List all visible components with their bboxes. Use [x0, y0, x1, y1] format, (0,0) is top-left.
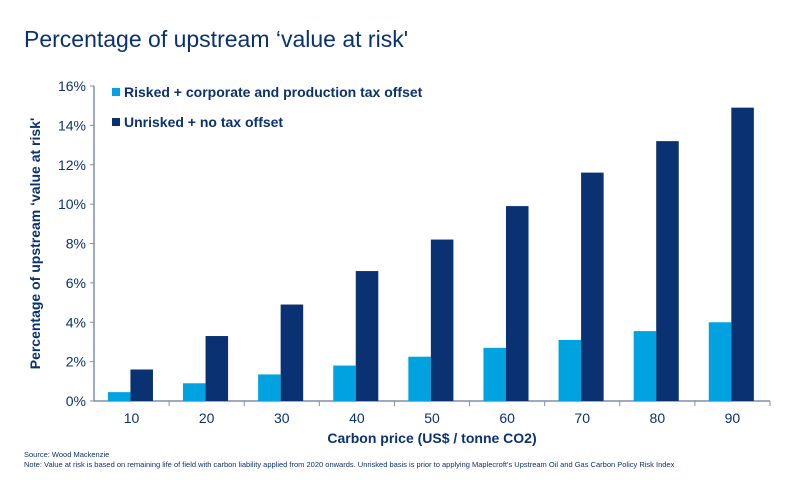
y-tick-label: 6%: [66, 275, 86, 291]
y-tick-label: 4%: [66, 314, 86, 330]
x-tick-label: 50: [424, 410, 440, 426]
bar-risked-80: [633, 331, 657, 401]
y-tick-label: 10%: [58, 196, 86, 212]
bar-unrisked-10: [130, 369, 153, 401]
bar-risked-40: [333, 365, 356, 401]
bar-unrisked-60: [505, 206, 529, 401]
legend-swatch: [112, 88, 120, 96]
x-axis-label: Carbon price (US$ / tonne CO2): [327, 430, 536, 446]
bar-unrisked-90: [731, 107, 754, 401]
bar-unrisked-50: [430, 239, 454, 401]
footnote: Note: Value at risk is based on remainin…: [24, 460, 675, 469]
legend-label: Unrisked + no tax offset: [124, 114, 283, 130]
bar-risked-20: [183, 383, 206, 401]
bar-risked-70: [558, 339, 582, 401]
x-tick-label: 30: [274, 410, 290, 426]
x-tick-label: 60: [499, 410, 515, 426]
y-tick-label: 0%: [66, 393, 86, 409]
bar-risked-60: [483, 347, 506, 401]
legend-swatch: [112, 118, 120, 126]
legend-label: Risked + corporate and production tax of…: [124, 84, 423, 100]
x-tick-label: 90: [725, 410, 741, 426]
bar-unrisked-40: [355, 271, 379, 401]
y-tick-label: 2%: [66, 354, 86, 370]
bar-unrisked-20: [205, 336, 229, 401]
bar-risked-30: [258, 374, 281, 401]
y-tick-label: 8%: [66, 236, 86, 252]
bar-risked-10: [107, 392, 131, 401]
bar-unrisked-30: [280, 304, 304, 401]
y-tick-label: 12%: [58, 157, 86, 173]
bar-risked-90: [708, 322, 732, 401]
x-tick-label: 70: [574, 410, 590, 426]
x-tick-label: 10: [124, 410, 140, 426]
y-tick-label: 16%: [58, 78, 86, 94]
bar-unrisked-80: [656, 141, 679, 401]
y-tick-label: 14%: [58, 117, 86, 133]
x-tick-label: 20: [199, 410, 215, 426]
chart-title: Percentage of upstream ‘value at risk': [24, 26, 409, 52]
bar-unrisked-70: [581, 172, 604, 401]
y-axis-label: Percentage of upstream ‘value at risk': [27, 118, 43, 370]
x-tick-label: 40: [349, 410, 365, 426]
x-tick-label: 80: [650, 410, 666, 426]
bar-risked-50: [408, 356, 431, 401]
source-note: Source: Wood Mackenzie: [24, 450, 110, 459]
